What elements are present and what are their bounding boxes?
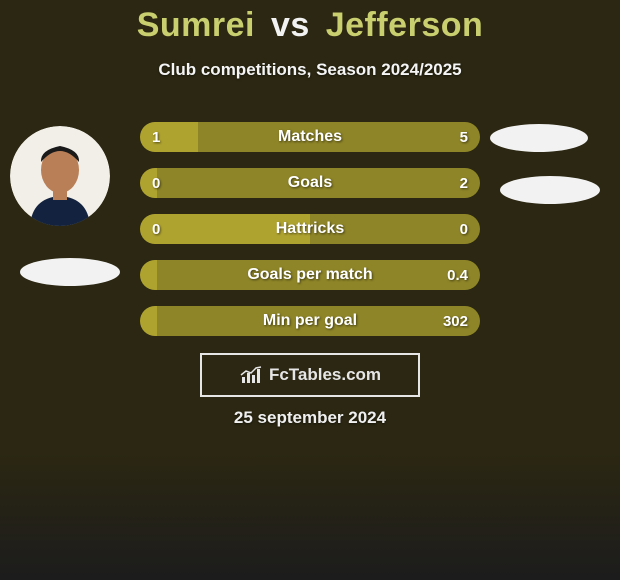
- stat-bar-right-segment: [157, 168, 480, 198]
- stat-bar: Min per goal302: [140, 306, 480, 336]
- stat-bar-right-segment: [157, 306, 480, 336]
- stat-bar-right-segment: [198, 122, 480, 152]
- player2-club-logo: [500, 176, 600, 204]
- avatar-placeholder-icon: [10, 126, 110, 226]
- stat-bar-right-value: 5: [460, 122, 468, 152]
- stat-bar-left-value: 0: [152, 168, 160, 198]
- player1-avatar: [10, 126, 110, 226]
- stat-bar-right-segment: [157, 260, 480, 290]
- stat-bar-left-segment: [140, 122, 198, 152]
- title-player2: Jefferson: [326, 6, 484, 44]
- stat-bar-left-segment: [140, 306, 157, 336]
- stat-bar-right-segment: [310, 214, 480, 244]
- stat-bar-right-value: 2: [460, 168, 468, 198]
- stat-bar-right-value: 0.4: [447, 260, 468, 290]
- stat-bar: Goals per match0.4: [140, 260, 480, 290]
- player1-club-logo: [20, 258, 120, 286]
- player2-avatar-placeholder: [490, 124, 588, 152]
- stat-bar-left-value: 1: [152, 122, 160, 152]
- stat-bar: Matches15: [140, 122, 480, 152]
- stat-bar: Goals02: [140, 168, 480, 198]
- date-line: 25 september 2024: [0, 408, 620, 428]
- page-title: Sumrei vs Jefferson: [0, 6, 620, 45]
- comparison-stage: Sumrei vs Jefferson Club competitions, S…: [0, 0, 620, 580]
- brand-box: FcTables.com: [200, 353, 420, 397]
- brand-text: FcTables.com: [269, 365, 381, 385]
- title-vs: vs: [271, 6, 310, 44]
- stat-bar: Hattricks00: [140, 214, 480, 244]
- stat-bar-left-segment: [140, 260, 157, 290]
- stat-bar-right-value: 302: [443, 306, 468, 336]
- stat-bar-left-value: 0: [152, 214, 160, 244]
- subtitle: Club competitions, Season 2024/2025: [0, 60, 620, 80]
- comparison-bars: Matches15Goals02Hattricks00Goals per mat…: [140, 122, 480, 352]
- stat-bar-left-segment: [140, 214, 310, 244]
- stat-bar-right-value: 0: [460, 214, 468, 244]
- bar-chart-icon: [239, 365, 265, 385]
- title-player1: Sumrei: [137, 6, 255, 44]
